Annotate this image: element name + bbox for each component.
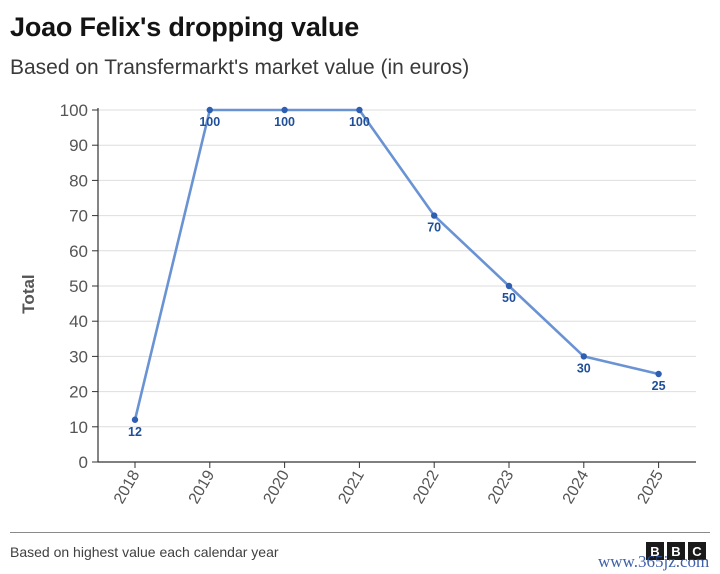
x-tick-label: 2024 <box>560 467 593 506</box>
data-label: 30 <box>577 361 591 375</box>
x-tick-label: 2025 <box>635 467 668 506</box>
bbc-logo-letter: C <box>688 542 706 560</box>
bbc-logo-letter: B <box>667 542 685 560</box>
y-tick-label: 30 <box>69 347 88 366</box>
data-label: 50 <box>502 291 516 305</box>
bbc-logo: B B C <box>646 542 706 560</box>
x-tick-label: 2023 <box>485 467 518 506</box>
series-line <box>133 108 659 421</box>
x-tick-label: 2018 <box>111 467 144 506</box>
data-point <box>356 106 363 114</box>
x-tick-label: 2021 <box>335 467 368 506</box>
x-tick-label: 2019 <box>186 467 219 506</box>
y-tick-label: 40 <box>69 312 88 331</box>
y-tick-label: 60 <box>69 242 88 261</box>
y-tick-label: 0 <box>79 453 88 472</box>
footer-divider <box>10 532 710 533</box>
y-tick-label: 20 <box>69 383 88 402</box>
data-label: 70 <box>427 221 441 235</box>
y-tick-label: 100 <box>60 101 88 120</box>
data-point <box>431 212 438 219</box>
x-tick-label: 2020 <box>261 467 294 506</box>
data-point <box>580 353 587 360</box>
y-tick-label: 70 <box>69 207 88 226</box>
line-chart: 0 10 20 30 40 50 60 70 80 90 100 Total 2018 2019 2020 2… <box>19 101 696 507</box>
chart-title: Joao Felix's dropping value <box>10 12 360 42</box>
x-tick-label: 2022 <box>410 467 443 506</box>
data-label: 12 <box>128 425 142 439</box>
data-label: 25 <box>652 379 666 393</box>
footer-note: Based on highest value each calendar yea… <box>10 544 279 560</box>
watermark: www.365jz.com <box>598 552 710 571</box>
y-tick-label: 10 <box>69 418 88 437</box>
y-axis-title: Total <box>19 274 38 313</box>
data-point <box>281 106 288 114</box>
data-label: 100 <box>199 115 220 129</box>
bbc-logo-letter: B <box>646 542 664 560</box>
y-tick-label: 90 <box>69 136 88 155</box>
data-point <box>505 282 513 290</box>
y-tick-label: 50 <box>69 277 88 296</box>
data-point <box>131 416 139 423</box>
chart-subtitle: Based on Transfermarkt's market value (i… <box>10 56 470 79</box>
data-label: 100 <box>349 115 370 129</box>
data-point <box>655 370 662 378</box>
data-point <box>206 106 213 114</box>
y-tick-label: 80 <box>69 171 88 190</box>
data-label: 100 <box>274 115 295 129</box>
